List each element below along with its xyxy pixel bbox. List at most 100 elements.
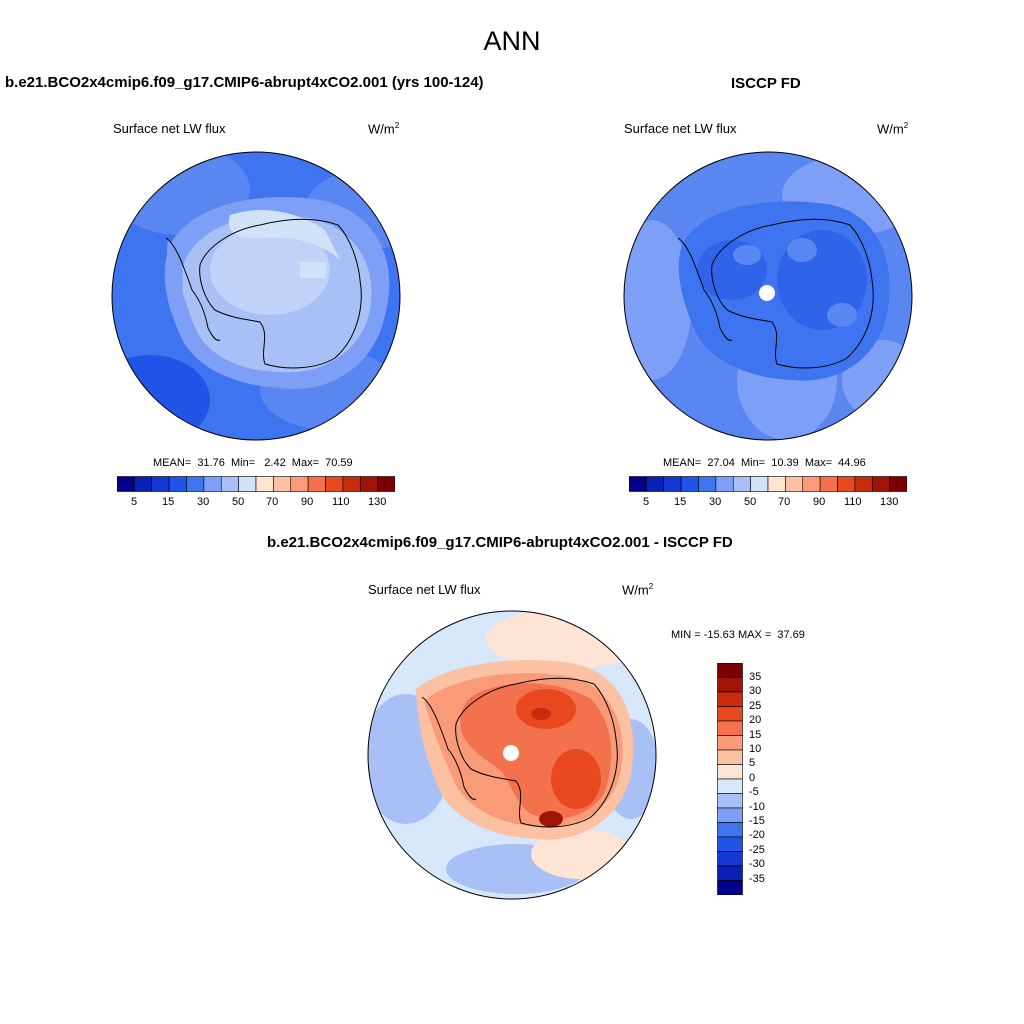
- colorbar-swatch: [717, 749, 743, 765]
- colorbar-tick: -15: [749, 815, 765, 827]
- colorbar-swatch: [680, 476, 699, 492]
- colorbar-swatch: [646, 476, 665, 492]
- model-polar-map: [111, 151, 401, 441]
- colorbar-swatch: [151, 476, 170, 492]
- diff-polar-map: [367, 610, 657, 900]
- colorbar-swatch: [186, 476, 205, 492]
- colorbar-tick: -10: [749, 801, 765, 813]
- colorbar-swatch: [717, 880, 743, 895]
- colorbar-tick: 15: [162, 496, 175, 508]
- colorbar-swatch: [717, 851, 743, 867]
- colorbar-swatch: [889, 476, 907, 492]
- colorbar-swatch: [359, 476, 378, 492]
- colorbar-swatch: [698, 476, 717, 492]
- obs-panel-title: ISCCP FD: [731, 75, 801, 92]
- colorbar-swatch: [117, 476, 135, 492]
- colorbar-tick: -35: [749, 873, 765, 885]
- colorbar-tick: 30: [749, 685, 762, 697]
- colorbar-swatch: [854, 476, 873, 492]
- colorbar-swatch: [255, 476, 274, 492]
- colorbar-tick: 110: [332, 496, 350, 508]
- page-title: ANN: [483, 26, 541, 56]
- obs-variable-label: Surface net LW flux: [624, 121, 737, 136]
- colorbar-swatch: [717, 822, 743, 838]
- colorbar-swatch: [629, 476, 647, 492]
- colorbar-swatch: [220, 476, 239, 492]
- colorbar-swatch: [717, 677, 743, 693]
- diff-units-label: W/m2: [622, 582, 654, 598]
- colorbar-swatch: [663, 476, 682, 492]
- colorbar-swatch: [203, 476, 222, 492]
- colorbar-swatch: [767, 476, 786, 492]
- colorbar-tick: 130: [368, 496, 387, 508]
- colorbar-swatch: [717, 778, 743, 794]
- colorbar-swatch: [717, 865, 743, 881]
- colorbar-swatch: [377, 476, 395, 492]
- colorbar-swatch: [290, 476, 309, 492]
- model-colorbar-ticks: 5 15 30 50 70 90 110 130: [117, 496, 395, 510]
- obs-colorbar-ticks: 5 15 30 50 70 90 110 130: [629, 496, 907, 510]
- colorbar-swatch: [819, 476, 838, 492]
- obs-stats-label: MEAN= 27.04 Min= 10.39 Max= 44.96: [663, 457, 866, 469]
- colorbar-tick: -20: [749, 829, 765, 841]
- model-colorbar: [117, 476, 395, 492]
- diff-variable-label: Surface net LW flux: [368, 582, 481, 597]
- diff-colorbar-ticks: 35 30 25 20 15 10 5 0 -5 -10 -15 -20 -25…: [749, 671, 789, 887]
- colorbar-tick: 35: [749, 671, 762, 683]
- colorbar-tick: 110: [844, 496, 862, 508]
- colorbar-swatch: [134, 476, 153, 492]
- colorbar-swatch: [342, 476, 361, 492]
- colorbar-tick: 90: [813, 496, 826, 508]
- colorbar-tick: -25: [749, 844, 765, 856]
- colorbar-tick: 30: [197, 496, 210, 508]
- colorbar-swatch: [717, 807, 743, 823]
- colorbar-tick: 5: [643, 496, 650, 508]
- colorbar-swatch: [750, 476, 769, 492]
- colorbar-tick: 70: [266, 496, 279, 508]
- colorbar-tick: 15: [749, 729, 762, 741]
- colorbar-swatch: [273, 476, 292, 492]
- colorbar-tick: -5: [749, 786, 759, 798]
- colorbar-tick: 90: [301, 496, 314, 508]
- model-units-label: W/m2: [368, 121, 400, 137]
- obs-polar-map: [623, 151, 913, 441]
- diff-colorbar: [717, 663, 743, 895]
- diff-panel-title: b.e21.BCO2x4cmip6.f09_g17.CMIP6-abrupt4x…: [267, 534, 733, 551]
- colorbar-tick: 10: [749, 743, 762, 755]
- diff-stats-label: MIN = -15.63 MAX = 37.69: [671, 629, 805, 641]
- colorbar-swatch: [717, 793, 743, 809]
- colorbar-tick: 70: [778, 496, 791, 508]
- colorbar-swatch: [802, 476, 821, 492]
- colorbar-swatch: [717, 764, 743, 780]
- colorbar-tick: 5: [131, 496, 138, 508]
- colorbar-swatch: [325, 476, 344, 492]
- colorbar-swatch: [717, 735, 743, 751]
- obs-colorbar: [629, 476, 907, 492]
- colorbar-swatch: [717, 836, 743, 852]
- colorbar-swatch: [732, 476, 751, 492]
- colorbar-tick: 25: [749, 700, 762, 712]
- colorbar-swatch: [837, 476, 856, 492]
- colorbar-swatch: [307, 476, 326, 492]
- colorbar-tick: 50: [744, 496, 757, 508]
- colorbar-tick: -30: [749, 858, 765, 870]
- colorbar-tick: 5: [749, 757, 756, 769]
- colorbar-swatch: [717, 691, 743, 707]
- model-panel-title: b.e21.BCO2x4cmip6.f09_g17.CMIP6-abrupt4x…: [5, 74, 484, 91]
- colorbar-swatch: [717, 706, 743, 722]
- model-stats-label: MEAN= 31.76 Min= 2.42 Max= 70.59: [153, 457, 353, 469]
- colorbar-tick: 0: [749, 772, 756, 784]
- colorbar-swatch: [238, 476, 257, 492]
- colorbar-tick: 15: [674, 496, 687, 508]
- colorbar-swatch: [871, 476, 890, 492]
- obs-units-label: W/m2: [877, 121, 909, 137]
- colorbar-tick: 130: [880, 496, 899, 508]
- model-variable-label: Surface net LW flux: [113, 121, 226, 136]
- colorbar-tick: 20: [749, 714, 762, 726]
- colorbar-tick: 30: [709, 496, 722, 508]
- colorbar-swatch: [785, 476, 804, 492]
- colorbar-tick: 50: [232, 496, 245, 508]
- colorbar-swatch: [168, 476, 187, 492]
- colorbar-swatch: [715, 476, 734, 492]
- colorbar-swatch: [717, 663, 743, 678]
